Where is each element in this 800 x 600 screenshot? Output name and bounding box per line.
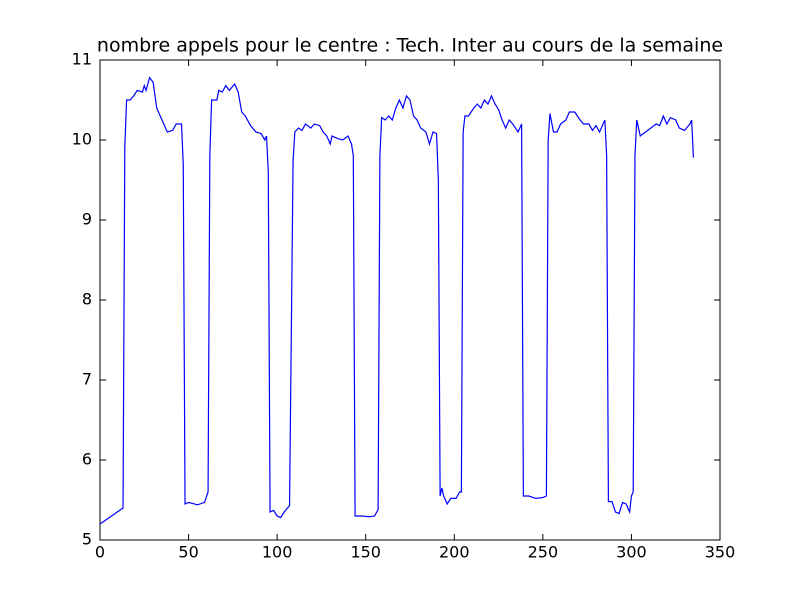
x-tick-label: 300 [616, 543, 647, 562]
x-tick-label: 100 [262, 543, 293, 562]
x-tick-label: 150 [350, 543, 381, 562]
x-tick-label: 350 [705, 543, 736, 562]
y-tick-label: 7 [82, 370, 92, 389]
x-tick-label: 200 [439, 543, 470, 562]
chart-title: nombre appels pour le centre : Tech. Int… [97, 35, 723, 57]
y-tick-label: 6 [82, 450, 92, 469]
y-tick-label: 5 [82, 530, 92, 549]
data-line [99, 76, 695, 525]
y-tick-label: 9 [82, 210, 92, 229]
y-tick-label: 10 [72, 130, 92, 149]
plot-frame [99, 59, 721, 541]
y-tick-label: 8 [82, 290, 92, 309]
x-tick-label: 50 [178, 543, 198, 562]
y-tick-label: 11 [72, 50, 92, 69]
x-tick-label: 0 [95, 543, 105, 562]
x-tick-label: 250 [528, 543, 559, 562]
